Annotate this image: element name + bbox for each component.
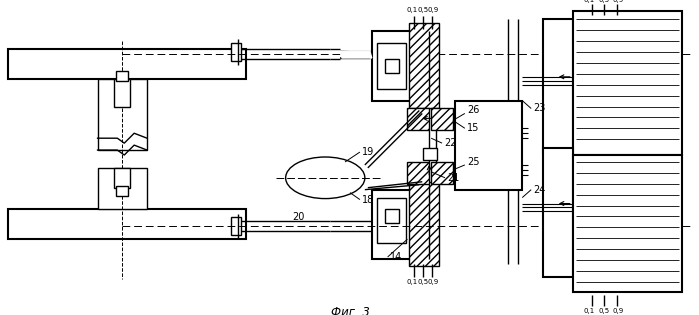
Bar xyxy=(377,198,406,243)
Text: 15: 15 xyxy=(467,123,480,133)
Text: 0,9: 0,9 xyxy=(612,308,624,314)
Bar xyxy=(98,79,147,150)
Text: Фиг. 3: Фиг. 3 xyxy=(331,306,370,315)
Bar xyxy=(410,182,439,266)
Bar xyxy=(424,148,437,160)
Bar xyxy=(384,209,398,223)
Bar xyxy=(408,108,429,130)
Text: 21: 21 xyxy=(447,173,459,183)
Text: 0,9: 0,9 xyxy=(612,0,624,3)
Bar xyxy=(372,190,431,259)
Bar xyxy=(116,186,128,196)
Text: 22: 22 xyxy=(444,138,456,148)
Text: 0,1: 0,1 xyxy=(584,308,596,314)
Bar xyxy=(8,209,246,239)
Bar xyxy=(377,43,406,89)
Bar xyxy=(384,59,398,73)
Bar xyxy=(410,23,439,107)
Bar xyxy=(572,155,682,292)
Text: 23: 23 xyxy=(533,104,545,113)
Bar xyxy=(543,148,572,277)
Text: 20: 20 xyxy=(292,212,305,222)
Bar xyxy=(431,108,453,130)
Text: 18: 18 xyxy=(362,195,374,204)
Bar xyxy=(231,43,241,61)
Text: 0,9: 0,9 xyxy=(428,8,439,14)
Text: 25: 25 xyxy=(467,157,480,167)
Bar xyxy=(372,31,431,100)
Bar xyxy=(572,11,682,155)
Text: 0,1: 0,1 xyxy=(407,279,418,285)
Bar xyxy=(408,162,429,184)
Text: 24: 24 xyxy=(533,185,545,195)
Text: 0,1: 0,1 xyxy=(584,0,596,3)
Text: 19: 19 xyxy=(362,147,374,157)
Bar xyxy=(455,100,522,190)
Bar xyxy=(115,168,130,188)
Text: 0,5: 0,5 xyxy=(599,308,610,314)
Text: 0,5: 0,5 xyxy=(418,8,428,14)
Text: 14: 14 xyxy=(389,252,402,262)
Bar xyxy=(8,49,246,79)
Bar xyxy=(543,20,572,153)
Bar xyxy=(115,79,130,106)
Text: 0,1: 0,1 xyxy=(407,8,418,14)
Polygon shape xyxy=(340,51,372,58)
Bar xyxy=(98,168,147,209)
Text: 0,5: 0,5 xyxy=(418,279,428,285)
Text: 0,9: 0,9 xyxy=(428,279,439,285)
Bar xyxy=(431,162,453,184)
Text: 26: 26 xyxy=(467,106,480,116)
Bar xyxy=(231,217,241,235)
Text: 0,5: 0,5 xyxy=(599,0,610,3)
Bar xyxy=(116,71,128,81)
